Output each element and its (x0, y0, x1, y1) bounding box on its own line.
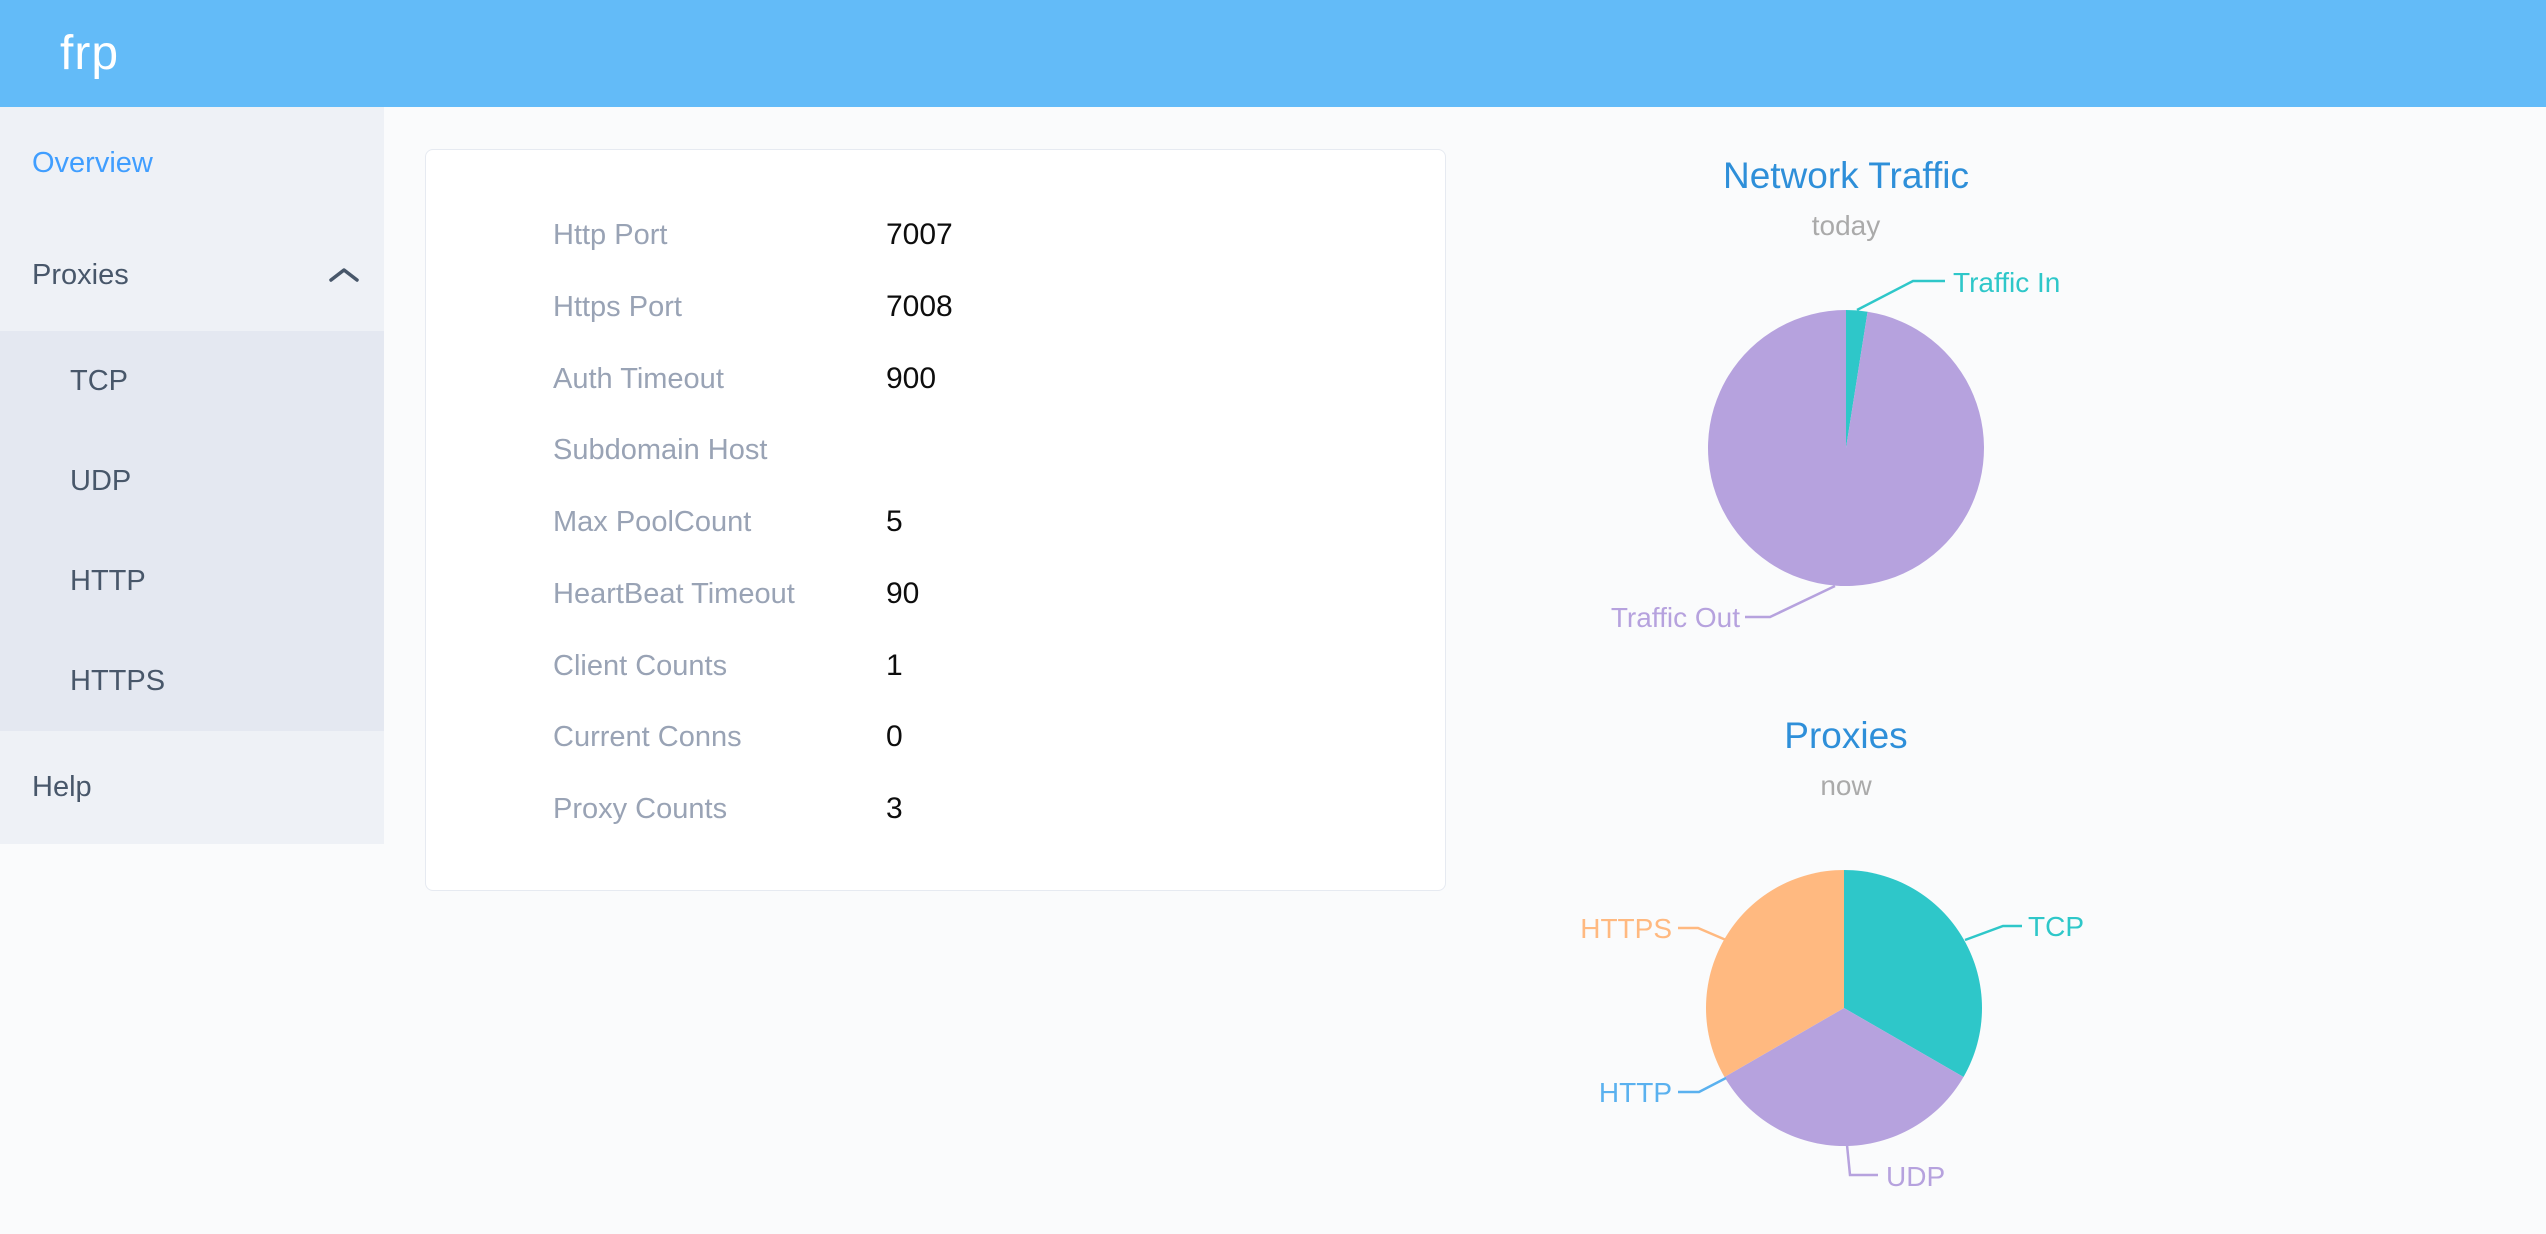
info-value: 0 (886, 720, 903, 753)
proxies-title: Proxies (1784, 715, 1908, 756)
info-value: 7008 (886, 290, 953, 323)
info-value: 90 (886, 577, 920, 610)
info-label: HeartBeat Timeout (553, 578, 795, 610)
sidebar-item-overview[interactable]: Overview (0, 107, 384, 219)
sidebar-item-https-label: HTTPS (70, 665, 166, 697)
server-info-card: Http Port 7007 Https Port 7008 Auth Time… (425, 149, 1446, 891)
app-header: frp (0, 0, 2546, 107)
info-label: Https Port (553, 291, 682, 323)
sidebar-item-tcp[interactable]: TCP (0, 331, 384, 431)
sidebar-item-udp-label: UDP (70, 465, 132, 497)
pie-slice-udp[interactable] (1724, 1008, 1964, 1146)
info-row-subdomain-host: Subdomain Host (426, 414, 1445, 486)
sidebar-item-http-label: HTTP (70, 565, 146, 597)
pie-label-traffic-in: Traffic In (1953, 267, 2060, 298)
sidebar-item-http[interactable]: HTTP (0, 531, 384, 631)
proxies-subtitle: now (1820, 770, 1872, 801)
sidebar-item-overview-label: Overview (32, 147, 153, 179)
pie-label-line-traffic-in (1856, 279, 1945, 312)
info-label: Auth Timeout (553, 363, 724, 395)
pie-label-udp: UDP (1886, 1161, 1945, 1192)
frp-logo: frp (60, 27, 120, 80)
pie-slice-traffic-in[interactable] (1846, 310, 1868, 448)
info-label: Client Counts (553, 650, 728, 682)
network-traffic-pie: Traffic In Traffic Out (1611, 267, 2061, 633)
pie-label-https: HTTPS (1580, 913, 1672, 944)
info-label: Http Port (553, 219, 668, 251)
info-label: Subdomain Host (553, 434, 768, 466)
sidebar: Overview Proxies TCP UDP HTTP HTTPS Help (0, 107, 384, 844)
pie-label-line-http (1678, 1076, 1727, 1094)
info-row-heartbeat-timeout: HeartBeat Timeout 90 (426, 558, 1445, 630)
info-row-proxy-counts: Proxy Counts 3 (426, 773, 1445, 845)
network-traffic-subtitle: today (1811, 210, 1881, 241)
pie-label-tcp: TCP (2028, 911, 2084, 942)
pie-slice-tcp[interactable] (1844, 870, 1982, 1077)
sidebar-item-proxies[interactable]: Proxies (0, 219, 384, 331)
chevron-up-icon (329, 268, 359, 282)
info-row-http-port: Http Port 7007 (426, 199, 1445, 271)
info-label: Max PoolCount (553, 506, 752, 538)
info-row-https-port: Https Port 7008 (426, 271, 1445, 343)
pie-label-line-tcp (1964, 924, 2022, 942)
info-value: 5 (886, 505, 903, 538)
info-label: Proxy Counts (553, 793, 728, 825)
pie-label-line-https (1678, 926, 1727, 942)
info-label: Current Conns (553, 721, 742, 753)
sidebar-item-https[interactable]: HTTPS (0, 631, 384, 731)
network-traffic-title: Network Traffic (1722, 155, 1970, 196)
info-value: 7007 (886, 218, 953, 251)
info-value: 1 (886, 649, 903, 682)
pie-label-line-traffic-out (1745, 584, 1836, 619)
info-row-max-poolcount: Max PoolCount 5 (426, 486, 1445, 558)
pie-slice-https[interactable] (1706, 870, 1844, 1077)
sidebar-item-udp[interactable]: UDP (0, 431, 384, 531)
info-row-current-conns: Current Conns 0 (426, 701, 1445, 773)
network-traffic-chart: Network Traffic today Traffic In Traffic … (1536, 140, 2156, 680)
proxies-chart: Proxies now TCP HTTPS HTTP UDP (1536, 700, 2156, 1234)
info-value: 900 (886, 362, 937, 395)
pie-label-traffic-out: Traffic Out (1611, 602, 1740, 633)
pie-label-line-udp (1845, 1144, 1878, 1177)
proxies-pie: TCP HTTPS HTTP UDP (1580, 870, 2084, 1192)
info-row-client-counts: Client Counts 1 (426, 630, 1445, 702)
pie-label-http: HTTP (1599, 1077, 1672, 1108)
pie-slice-traffic-out[interactable] (1707, 310, 1984, 586)
sidebar-item-help[interactable]: Help (0, 731, 384, 844)
info-row-auth-timeout: Auth Timeout 900 (426, 343, 1445, 415)
sidebar-item-proxies-label: Proxies (32, 259, 129, 291)
sidebar-item-help-label: Help (32, 771, 92, 803)
proxies-submenu: TCP UDP HTTP HTTPS (0, 331, 384, 731)
sidebar-item-tcp-label: TCP (70, 365, 128, 397)
info-value: 3 (886, 792, 903, 825)
